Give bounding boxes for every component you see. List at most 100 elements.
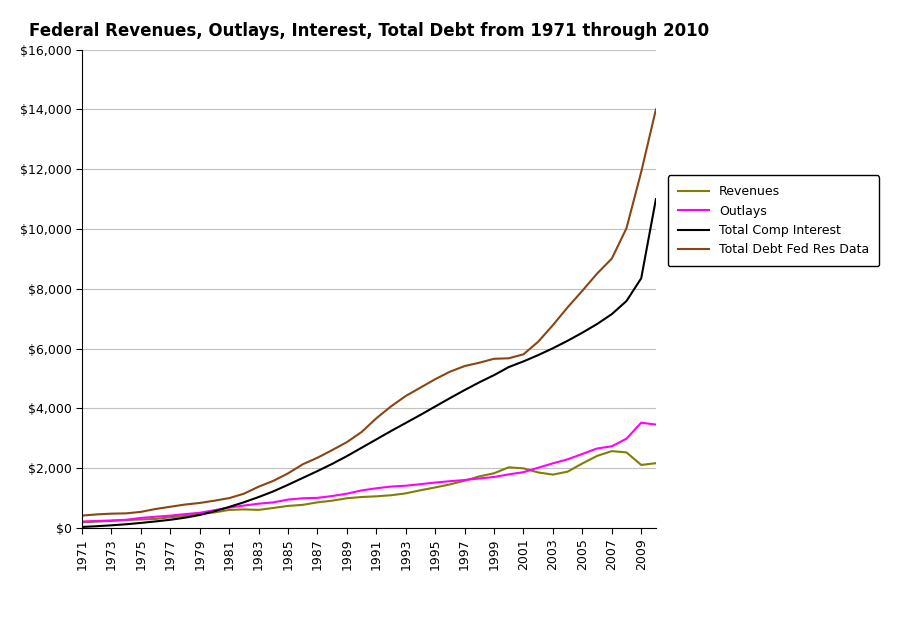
Revenues bbox=[194, 510, 205, 518]
Outlays bbox=[179, 510, 190, 518]
Outlays bbox=[650, 421, 661, 428]
Total Comp Interest bbox=[621, 297, 632, 305]
Revenues bbox=[327, 497, 338, 504]
Revenues bbox=[342, 494, 353, 502]
Revenues bbox=[400, 489, 411, 497]
Revenues bbox=[91, 518, 102, 525]
Total Debt Fed Res Data bbox=[106, 510, 117, 517]
Outlays bbox=[106, 517, 117, 524]
Outlays bbox=[268, 499, 279, 506]
Total Debt Fed Res Data bbox=[224, 494, 235, 502]
Total Comp Interest bbox=[356, 444, 367, 451]
Total Debt Fed Res Data bbox=[459, 362, 470, 369]
Total Comp Interest bbox=[150, 518, 161, 525]
Outlays bbox=[548, 460, 558, 467]
Total Comp Interest bbox=[562, 337, 573, 345]
Total Debt Fed Res Data bbox=[503, 355, 514, 362]
Total Comp Interest bbox=[577, 329, 588, 337]
Revenues bbox=[282, 502, 293, 510]
Outlays bbox=[371, 484, 382, 492]
Total Debt Fed Res Data bbox=[282, 469, 293, 477]
Total Debt Fed Res Data bbox=[194, 499, 205, 507]
Outlays bbox=[136, 514, 147, 522]
Total Debt Fed Res Data bbox=[165, 503, 176, 510]
Total Debt Fed Res Data bbox=[77, 512, 87, 519]
Total Debt Fed Res Data bbox=[548, 322, 558, 329]
Outlays bbox=[533, 464, 544, 471]
Total Comp Interest bbox=[297, 474, 308, 482]
Total Comp Interest bbox=[91, 522, 102, 530]
Line: Total Comp Interest: Total Comp Interest bbox=[82, 199, 656, 527]
Total Comp Interest bbox=[179, 514, 190, 522]
Total Comp Interest bbox=[268, 487, 279, 495]
Revenues bbox=[224, 506, 235, 514]
Total Comp Interest bbox=[253, 493, 264, 501]
Revenues bbox=[488, 469, 499, 477]
Total Comp Interest bbox=[636, 274, 647, 282]
Revenues bbox=[548, 471, 558, 478]
Total Debt Fed Res Data bbox=[297, 461, 308, 468]
Total Comp Interest bbox=[224, 503, 235, 510]
Total Debt Fed Res Data bbox=[327, 446, 338, 454]
Revenues bbox=[591, 452, 602, 460]
Total Comp Interest bbox=[106, 522, 117, 529]
Total Comp Interest bbox=[488, 371, 499, 379]
Revenues bbox=[356, 493, 367, 501]
Total Debt Fed Res Data bbox=[385, 402, 396, 410]
Revenues bbox=[577, 460, 588, 467]
Total Debt Fed Res Data bbox=[239, 490, 250, 497]
Line: Revenues: Revenues bbox=[82, 451, 656, 522]
Outlays bbox=[445, 478, 456, 485]
Total Comp Interest bbox=[136, 519, 147, 527]
Revenues bbox=[253, 506, 264, 514]
Revenues bbox=[415, 486, 426, 494]
Total Debt Fed Res Data bbox=[400, 392, 411, 400]
Total Comp Interest bbox=[445, 394, 456, 402]
Total Comp Interest bbox=[120, 520, 131, 528]
Revenues bbox=[106, 517, 117, 525]
Total Debt Fed Res Data bbox=[445, 368, 456, 376]
Outlays bbox=[194, 509, 205, 517]
Total Debt Fed Res Data bbox=[518, 351, 529, 358]
Total Debt Fed Res Data bbox=[562, 304, 573, 311]
Outlays bbox=[503, 471, 514, 478]
Outlays bbox=[312, 494, 322, 502]
Line: Total Debt Fed Res Data: Total Debt Fed Res Data bbox=[82, 109, 656, 515]
Outlays bbox=[327, 492, 338, 500]
Total Comp Interest bbox=[415, 411, 426, 419]
Total Debt Fed Res Data bbox=[91, 510, 102, 518]
Outlays bbox=[165, 512, 176, 519]
Total Comp Interest bbox=[548, 345, 558, 352]
Total Debt Fed Res Data bbox=[120, 510, 131, 517]
Total Debt Fed Res Data bbox=[150, 505, 161, 513]
Total Comp Interest bbox=[607, 310, 618, 318]
Outlays bbox=[488, 473, 499, 481]
Total Comp Interest bbox=[518, 358, 529, 365]
Outlays bbox=[120, 516, 131, 524]
Total Debt Fed Res Data bbox=[474, 359, 485, 366]
Revenues bbox=[385, 491, 396, 499]
Outlays bbox=[385, 483, 396, 490]
Revenues bbox=[503, 464, 514, 471]
Total Comp Interest bbox=[209, 507, 220, 515]
Total Debt Fed Res Data bbox=[415, 384, 426, 391]
Revenues bbox=[136, 516, 147, 524]
Outlays bbox=[636, 419, 647, 427]
Total Comp Interest bbox=[342, 452, 353, 460]
Total Debt Fed Res Data bbox=[636, 168, 647, 176]
Revenues bbox=[430, 484, 441, 491]
Revenues bbox=[518, 465, 529, 472]
Outlays bbox=[297, 494, 308, 502]
Total Debt Fed Res Data bbox=[621, 225, 632, 232]
Title: Federal Revenues, Outlays, Interest, Total Debt from 1971 through 2010: Federal Revenues, Outlays, Interest, Tot… bbox=[29, 22, 709, 40]
Total Comp Interest bbox=[533, 351, 544, 359]
Outlays bbox=[591, 445, 602, 452]
Total Debt Fed Res Data bbox=[312, 454, 322, 461]
Revenues bbox=[371, 492, 382, 500]
Total Comp Interest bbox=[194, 511, 205, 519]
Outlays bbox=[150, 513, 161, 520]
Total Comp Interest bbox=[327, 460, 338, 468]
Revenues bbox=[209, 509, 220, 516]
Total Comp Interest bbox=[371, 436, 382, 443]
Total Debt Fed Res Data bbox=[209, 497, 220, 504]
